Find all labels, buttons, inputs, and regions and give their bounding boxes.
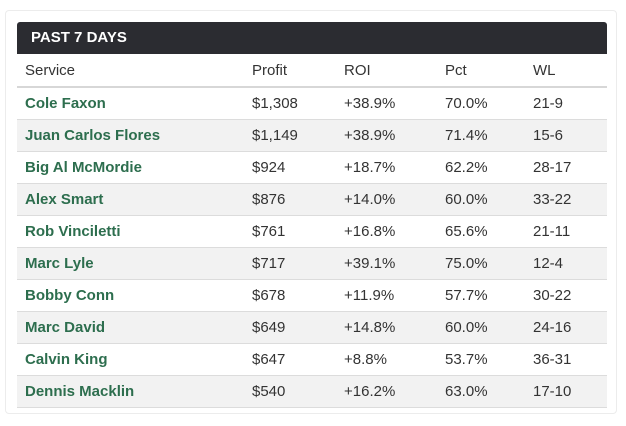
leaderboard-card: PAST 7 DAYS Service Profit ROI Pct WL Co…: [5, 10, 617, 414]
roi-cell: +16.2%: [344, 375, 445, 408]
wl-cell: 17-10: [533, 375, 607, 408]
pct-cell: 60.0%: [445, 311, 533, 344]
wl-cell: 21-9: [533, 87, 607, 120]
leaderboard-panel: PAST 7 DAYS Service Profit ROI Pct WL Co…: [17, 22, 607, 408]
col-wl: WL: [533, 54, 607, 88]
roi-cell: +39.1%: [344, 247, 445, 280]
wl-cell: 36-31: [533, 343, 607, 376]
pct-cell: 71.4%: [445, 119, 533, 152]
table-row: Dennis Macklin $540 +16.2% 63.0% 17-10: [17, 375, 607, 408]
pct-cell: 70.0%: [445, 87, 533, 120]
service-link[interactable]: Bobby Conn: [17, 279, 252, 312]
wl-cell: 15-6: [533, 119, 607, 152]
pct-cell: 63.0%: [445, 375, 533, 408]
table-row: Bobby Conn $678 +11.9% 57.7% 30-22: [17, 279, 607, 312]
roi-cell: +18.7%: [344, 151, 445, 184]
col-roi: ROI: [344, 54, 445, 88]
col-pct: Pct: [445, 54, 533, 88]
col-service: Service: [17, 54, 252, 88]
profit-cell: $647: [252, 343, 344, 376]
service-link[interactable]: Cole Faxon: [17, 87, 252, 120]
service-link[interactable]: Rob Vinciletti: [17, 215, 252, 248]
wl-cell: 12-4: [533, 247, 607, 280]
roi-cell: +8.8%: [344, 343, 445, 376]
table-row: Marc David $649 +14.8% 60.0% 24-16: [17, 311, 607, 344]
service-link[interactable]: Dennis Macklin: [17, 375, 252, 408]
roi-cell: +14.8%: [344, 311, 445, 344]
profit-cell: $540: [252, 375, 344, 408]
wl-cell: 33-22: [533, 183, 607, 216]
table-row: Juan Carlos Flores $1,149 +38.9% 71.4% 15-6: [17, 119, 607, 152]
service-link[interactable]: Alex Smart: [17, 183, 252, 216]
profit-cell: $649: [252, 311, 344, 344]
service-link[interactable]: Marc Lyle: [17, 247, 252, 280]
table-row: Alex Smart $876 +14.0% 60.0% 33-22: [17, 183, 607, 216]
profit-cell: $1,149: [252, 119, 344, 152]
profit-cell: $924: [252, 151, 344, 184]
pct-cell: 53.7%: [445, 343, 533, 376]
service-link[interactable]: Big Al McMordie: [17, 151, 252, 184]
table-row: Rob Vinciletti $761 +16.8% 65.6% 21-11: [17, 215, 607, 248]
pct-cell: 62.2%: [445, 151, 533, 184]
col-profit: Profit: [252, 54, 344, 88]
wl-cell: 24-16: [533, 311, 607, 344]
wl-cell: 28-17: [533, 151, 607, 184]
roi-cell: +11.9%: [344, 279, 445, 312]
table-row: Calvin King $647 +8.8% 53.7% 36-31: [17, 343, 607, 376]
wl-cell: 30-22: [533, 279, 607, 312]
pct-cell: 60.0%: [445, 183, 533, 216]
pct-cell: 75.0%: [445, 247, 533, 280]
roi-cell: +16.8%: [344, 215, 445, 248]
table-header-row: Service Profit ROI Pct WL: [17, 54, 607, 88]
service-link[interactable]: Juan Carlos Flores: [17, 119, 252, 152]
table-row: Cole Faxon $1,308 +38.9% 70.0% 21-9: [17, 87, 607, 120]
profit-cell: $876: [252, 183, 344, 216]
profit-cell: $678: [252, 279, 344, 312]
pct-cell: 57.7%: [445, 279, 533, 312]
panel-title: PAST 7 DAYS: [17, 22, 607, 54]
profit-cell: $717: [252, 247, 344, 280]
pct-cell: 65.6%: [445, 215, 533, 248]
roi-cell: +38.9%: [344, 87, 445, 120]
table-row: Marc Lyle $717 +39.1% 75.0% 12-4: [17, 247, 607, 280]
wl-cell: 21-11: [533, 215, 607, 248]
table-row: Big Al McMordie $924 +18.7% 62.2% 28-17: [17, 151, 607, 184]
profit-cell: $761: [252, 215, 344, 248]
roi-cell: +38.9%: [344, 119, 445, 152]
service-link[interactable]: Calvin King: [17, 343, 252, 376]
roi-cell: +14.0%: [344, 183, 445, 216]
profit-cell: $1,308: [252, 87, 344, 120]
service-link[interactable]: Marc David: [17, 311, 252, 344]
leaderboard-table: Service Profit ROI Pct WL Cole Faxon $1,3…: [17, 54, 607, 408]
